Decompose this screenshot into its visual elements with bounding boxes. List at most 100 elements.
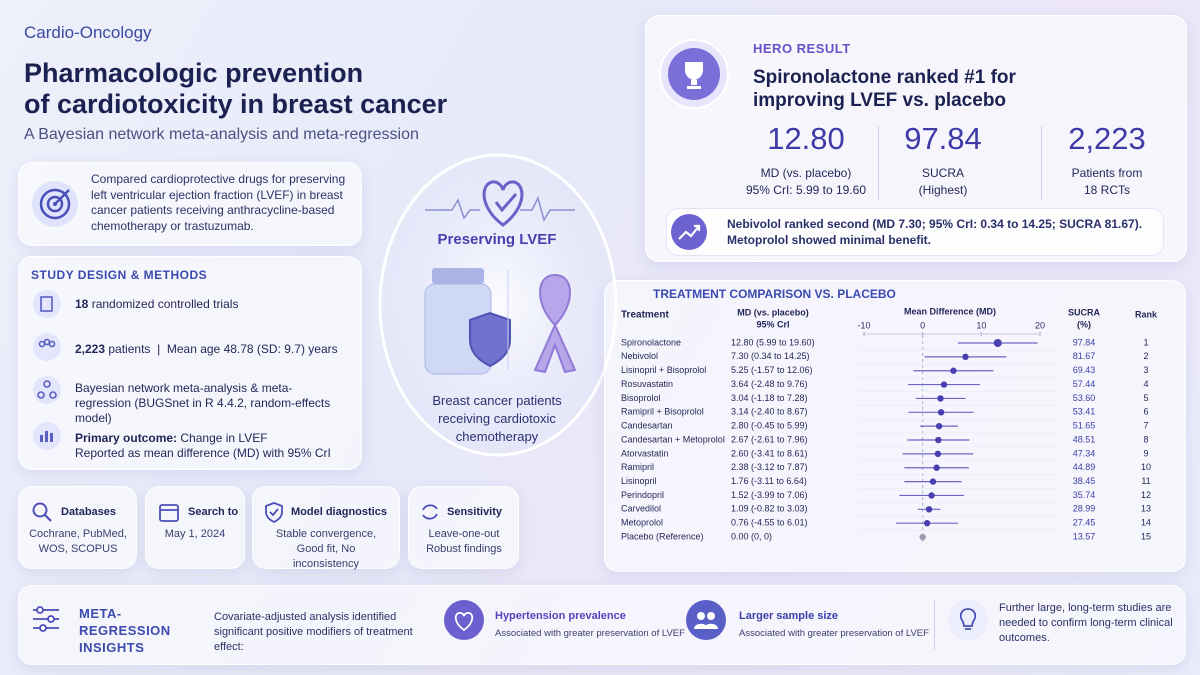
people-icon xyxy=(686,600,726,640)
treatment-name: Lisinopril xyxy=(621,476,657,486)
meta-note: Further large, long-term studies are nee… xyxy=(999,602,1173,644)
calendar-icon xyxy=(159,504,179,522)
divider xyxy=(878,126,879,201)
meta-item-title: Larger sample size xyxy=(739,610,839,622)
design-card: STUDY DESIGN & METHODS 18 randomized con… xyxy=(18,256,362,470)
md-point xyxy=(940,381,948,388)
treatment-name: Lisinopril + Bisoprolol xyxy=(621,365,706,375)
design-item: 18 randomized controlled trials xyxy=(75,297,238,311)
sliders-icon xyxy=(33,606,59,632)
stat-label: SUCRA xyxy=(921,166,964,180)
heart-icon xyxy=(444,600,484,640)
rank: 6 xyxy=(1143,407,1148,417)
rank: 2 xyxy=(1143,351,1148,361)
refresh-icon xyxy=(422,504,438,520)
target-icon xyxy=(32,181,78,227)
meta-intro: Covariate-adjusted analysis identified s… xyxy=(214,611,413,653)
info-card: Search to May 1, 2024 xyxy=(145,486,245,569)
sucra: 69.43 xyxy=(1073,365,1096,375)
item-text: Change in LVEF xyxy=(180,431,268,445)
design-item: Primary outcome: Change in LVEF Reported … xyxy=(75,431,331,461)
sucra: 35.74 xyxy=(1073,490,1096,500)
title-line: of cardiotoxicity in breast cancer xyxy=(24,89,448,119)
rank: 5 xyxy=(1143,393,1148,403)
md-point xyxy=(935,436,942,444)
md-point xyxy=(934,450,942,458)
kicker: Cardio-Oncology xyxy=(24,23,152,42)
treatment-name: Metoprolol xyxy=(621,518,663,528)
card-title: Databases xyxy=(61,506,117,518)
treatment-name: Atorvastatin xyxy=(621,448,669,458)
treatment-name: Bisoprolol xyxy=(621,393,661,403)
md-point xyxy=(937,409,945,416)
md-label: 0.76 (-4.55 to 6.01) xyxy=(731,518,808,528)
treatment-name: Perindopril xyxy=(621,490,664,500)
treatment-name: Rosuvastatin xyxy=(621,379,673,389)
hero-stat: 97.84 SUCRA (Highest) xyxy=(893,121,993,199)
objective-text: Compared cardioprotective drugs for pres… xyxy=(91,172,346,233)
rank: 8 xyxy=(1143,434,1148,444)
sucra: 53.41 xyxy=(1073,407,1096,417)
col-header: Treatment xyxy=(621,310,669,321)
hero-kicker: HERO RESULT xyxy=(753,41,851,56)
md-point xyxy=(937,395,944,402)
hero-headline: Spironolactone ranked #1 for improving L… xyxy=(753,67,1016,111)
treatment-name: Placebo (Reference) xyxy=(621,531,704,541)
md-label: 3.14 (-2.40 to 8.67) xyxy=(731,407,808,417)
meta-card: META-REGRESSION INSIGHTS Covariate-adjus… xyxy=(18,585,1186,665)
objective-card: Compared cardioprotective drugs for pres… xyxy=(18,162,362,246)
sucra: 38.45 xyxy=(1073,476,1096,486)
md-label: 0.00 (0, 0) xyxy=(731,531,772,541)
subtitle: A Bayesian network meta-analysis and met… xyxy=(24,126,419,143)
sucra: 53.60 xyxy=(1073,393,1096,403)
rank: 14 xyxy=(1141,518,1151,528)
meta-title: META-REGRESSION INSIGHTS xyxy=(79,606,171,655)
info-card: Model diagnostics Stable convergence, Go… xyxy=(252,486,400,570)
trend-icon xyxy=(671,214,707,250)
hero-card: HERO RESULT Spironolactone ranked #1 for… xyxy=(645,15,1187,262)
hero-stat: 12.80 MD (vs. placebo) 95% CrI: 5.99 to … xyxy=(736,121,876,199)
meta-item-text: Associated with greater preservation of … xyxy=(739,628,929,639)
trophy-icon xyxy=(659,39,729,109)
sucra: 47.34 xyxy=(1073,448,1096,458)
shield-icon xyxy=(265,502,283,523)
md-label: 1.52 (-3.99 to 7.06) xyxy=(731,490,808,500)
md-label: 1.09 (-0.82 to 3.03) xyxy=(731,504,808,514)
rank: 7 xyxy=(1143,421,1148,431)
design-icons xyxy=(33,290,61,450)
stat-label: MD (vs. placebo) xyxy=(760,166,852,180)
rank: 13 xyxy=(1141,504,1151,514)
col-header: Mean Difference (MD) xyxy=(904,306,996,316)
hero-stat: 2,223 Patients from 18 RCTs xyxy=(1057,121,1157,199)
search-icon xyxy=(32,502,52,522)
forest-plot: TREATMENT COMPARISON VS. PLACEBO Treatme… xyxy=(621,287,1158,546)
md-label: 2.67 (-2.61 to 7.96) xyxy=(731,434,808,444)
sucra: 97.84 xyxy=(1073,337,1096,347)
treatment-name: Spironolactone xyxy=(621,337,681,347)
md-point xyxy=(993,339,1002,347)
hero-note-box: Nebivolol ranked second (MD 7.30; 95% Cr… xyxy=(666,208,1164,256)
title-line: Pharmacologic prevention xyxy=(24,58,364,88)
treatment-name: Carvedilol xyxy=(621,504,661,514)
treatment-name: Nebivolol xyxy=(621,351,658,361)
info-card: Sensitivity Leave-one-out Robust finding… xyxy=(408,486,519,569)
md-label: 1.76 (-3.11 to 6.64) xyxy=(731,476,807,486)
rank: 4 xyxy=(1143,379,1148,389)
divider xyxy=(1041,126,1042,201)
md-label: 2.60 (-3.41 to 8.61) xyxy=(731,448,808,458)
meta-item-text: Associated with greater preservation of … xyxy=(495,628,685,639)
card-text: Leave-one-out Robust findings xyxy=(426,528,502,555)
md-point xyxy=(928,492,935,499)
md-point xyxy=(935,422,943,430)
item-strong: 18 xyxy=(75,297,89,311)
meta-item-title: Hypertension prevalence xyxy=(495,610,626,622)
md-point xyxy=(950,367,957,374)
rank: 15 xyxy=(1141,531,1151,541)
rank: 12 xyxy=(1141,490,1151,500)
item-text: patients | Mean age 48.78 (SD: 9.7) year… xyxy=(108,342,338,356)
card-title: Sensitivity xyxy=(447,506,503,518)
treatment-name: Candesartan xyxy=(621,421,673,431)
stat-sub: 95% CrI: 5.99 to 19.60 xyxy=(745,183,867,197)
info-card: Databases Cochrane, PubMed, WOS, SCOPUS xyxy=(18,486,137,569)
